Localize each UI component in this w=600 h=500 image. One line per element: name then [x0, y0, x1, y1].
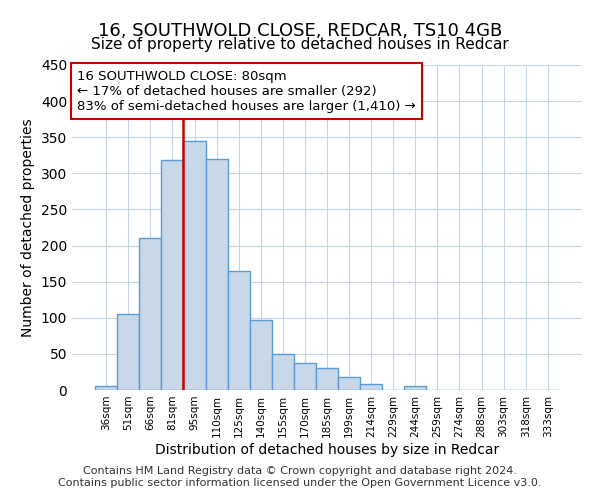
Bar [95, 386, 117, 390]
Bar [338, 377, 360, 390]
Bar [404, 386, 427, 390]
Bar [117, 314, 139, 390]
Text: Contains HM Land Registry data © Crown copyright and database right 2024.
Contai: Contains HM Land Registry data © Crown c… [58, 466, 542, 487]
Text: 16 SOUTHWOLD CLOSE: 80sqm
← 17% of detached houses are smaller (292)
83% of semi: 16 SOUTHWOLD CLOSE: 80sqm ← 17% of detac… [77, 70, 416, 113]
X-axis label: Distribution of detached houses by size in Redcar: Distribution of detached houses by size … [155, 442, 499, 456]
Text: Size of property relative to detached houses in Redcar: Size of property relative to detached ho… [91, 38, 509, 52]
Bar [139, 238, 161, 390]
Text: 16, SOUTHWOLD CLOSE, REDCAR, TS10 4GB: 16, SOUTHWOLD CLOSE, REDCAR, TS10 4GB [98, 22, 502, 40]
Y-axis label: Number of detached properties: Number of detached properties [21, 118, 35, 337]
Bar [250, 320, 272, 390]
Bar [294, 364, 316, 390]
Bar [360, 384, 382, 390]
Bar [272, 354, 294, 390]
Bar [161, 160, 184, 390]
Bar [316, 368, 338, 390]
Bar [184, 141, 206, 390]
Bar [206, 159, 227, 390]
Bar [227, 271, 250, 390]
